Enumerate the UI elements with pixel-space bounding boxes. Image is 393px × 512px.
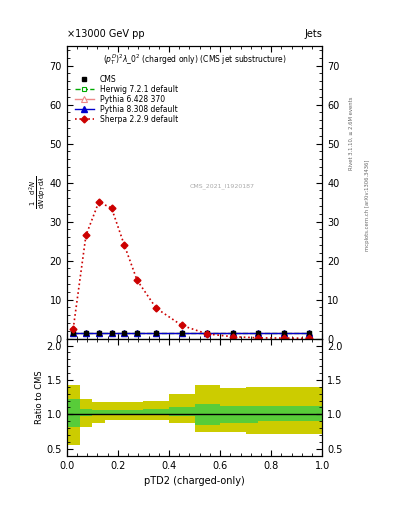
Herwig 7.2.1 default [96, 330, 101, 336]
Y-axis label: $\frac{1}{\mathrm{d}N}\frac{\mathrm{d}^2N}{\mathrm{d}p_T\,\mathrm{d}\lambda}$: $\frac{1}{\mathrm{d}N}\frac{\mathrm{d}^2… [28, 176, 48, 209]
Line: Pythia 6.428 370: Pythia 6.428 370 [70, 330, 312, 336]
Line: Herwig 7.2.1 default: Herwig 7.2.1 default [71, 330, 312, 335]
Sherpa 2.2.9 default [154, 305, 158, 311]
Sherpa 2.2.9 default [256, 335, 261, 341]
Pythia 6.428 370 [84, 330, 88, 336]
Herwig 7.2.1 default [179, 330, 184, 336]
X-axis label: pTD2 (charged-only): pTD2 (charged-only) [144, 476, 245, 486]
Sherpa 2.2.9 default [71, 326, 75, 332]
Pythia 6.428 370 [109, 330, 114, 336]
Pythia 8.308 default [109, 330, 114, 336]
Pythia 6.428 370 [135, 330, 140, 336]
CMS [179, 330, 184, 336]
Herwig 7.2.1 default [230, 330, 235, 336]
Pythia 8.308 default [154, 330, 158, 336]
Herwig 7.2.1 default [71, 330, 75, 336]
Text: Jets: Jets [305, 29, 322, 39]
Pythia 6.428 370 [256, 330, 261, 336]
Sherpa 2.2.9 default [84, 232, 88, 239]
Line: Sherpa 2.2.9 default: Sherpa 2.2.9 default [71, 200, 312, 340]
Herwig 7.2.1 default [154, 330, 158, 336]
Line: CMS: CMS [71, 330, 312, 335]
Pythia 8.308 default [71, 330, 75, 336]
CMS [205, 330, 210, 336]
Herwig 7.2.1 default [84, 330, 88, 336]
CMS [96, 330, 101, 336]
Herwig 7.2.1 default [205, 330, 210, 336]
Pythia 8.308 default [256, 330, 261, 336]
CMS [135, 330, 140, 336]
CMS [122, 330, 127, 336]
CMS [84, 330, 88, 336]
Pythia 6.428 370 [96, 330, 101, 336]
Pythia 6.428 370 [307, 330, 312, 336]
Sherpa 2.2.9 default [96, 199, 101, 205]
Pythia 6.428 370 [179, 330, 184, 336]
CMS [307, 330, 312, 336]
Legend: CMS, Herwig 7.2.1 default, Pythia 6.428 370, Pythia 8.308 default, Sherpa 2.2.9 : CMS, Herwig 7.2.1 default, Pythia 6.428 … [73, 73, 180, 126]
Pythia 6.428 370 [230, 330, 235, 336]
Sherpa 2.2.9 default [281, 335, 286, 341]
Sherpa 2.2.9 default [109, 205, 114, 211]
Line: Pythia 8.308 default: Pythia 8.308 default [70, 330, 312, 336]
Pythia 8.308 default [135, 330, 140, 336]
Pythia 8.308 default [122, 330, 127, 336]
Pythia 6.428 370 [154, 330, 158, 336]
CMS [109, 330, 114, 336]
Herwig 7.2.1 default [122, 330, 127, 336]
Pythia 8.308 default [96, 330, 101, 336]
Pythia 6.428 370 [71, 330, 75, 336]
Text: $(p_T^D)^2\lambda\_0^2$ (charged only) (CMS jet substructure): $(p_T^D)^2\lambda\_0^2$ (charged only) (… [103, 52, 286, 67]
Herwig 7.2.1 default [135, 330, 140, 336]
Pythia 6.428 370 [281, 330, 286, 336]
CMS [154, 330, 158, 336]
Y-axis label: Ratio to CMS: Ratio to CMS [35, 370, 44, 424]
Pythia 8.308 default [205, 330, 210, 336]
Herwig 7.2.1 default [256, 330, 261, 336]
CMS [230, 330, 235, 336]
Sherpa 2.2.9 default [230, 334, 235, 340]
Sherpa 2.2.9 default [307, 335, 312, 342]
Pythia 8.308 default [307, 330, 312, 336]
Herwig 7.2.1 default [307, 330, 312, 336]
Herwig 7.2.1 default [281, 330, 286, 336]
Sherpa 2.2.9 default [205, 331, 210, 337]
Pythia 8.308 default [230, 330, 235, 336]
Herwig 7.2.1 default [109, 330, 114, 336]
Pythia 6.428 370 [122, 330, 127, 336]
Sherpa 2.2.9 default [122, 242, 127, 248]
Sherpa 2.2.9 default [179, 323, 184, 329]
Text: CMS_2021_I1920187: CMS_2021_I1920187 [189, 184, 254, 189]
Text: mcplots.cern.ch [arXiv:1306.3436]: mcplots.cern.ch [arXiv:1306.3436] [365, 159, 370, 250]
CMS [71, 330, 75, 336]
Pythia 8.308 default [84, 330, 88, 336]
Pythia 8.308 default [281, 330, 286, 336]
CMS [256, 330, 261, 336]
Pythia 6.428 370 [205, 330, 210, 336]
Sherpa 2.2.9 default [135, 277, 140, 283]
Text: ×13000 GeV pp: ×13000 GeV pp [67, 29, 145, 39]
CMS [281, 330, 286, 336]
Text: Rivet 3.1.10, ≥ 2.6M events: Rivet 3.1.10, ≥ 2.6M events [349, 96, 354, 170]
Pythia 8.308 default [179, 330, 184, 336]
